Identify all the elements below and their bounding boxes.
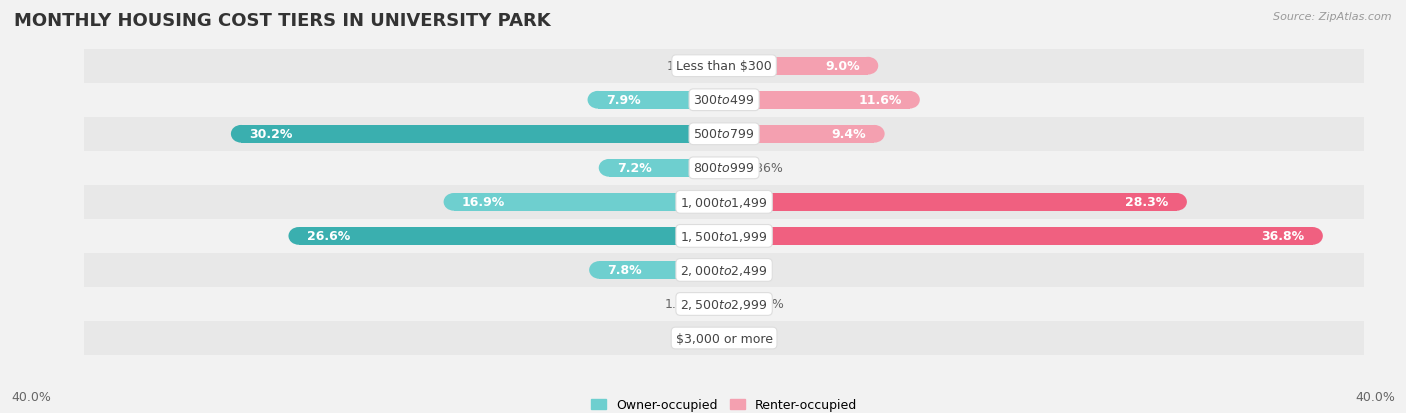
Text: $3,000 or more: $3,000 or more xyxy=(676,332,772,345)
Text: 9.4%: 9.4% xyxy=(832,128,866,141)
Ellipse shape xyxy=(1167,194,1187,211)
Text: $1,500 to $1,999: $1,500 to $1,999 xyxy=(681,229,768,243)
Ellipse shape xyxy=(714,295,734,313)
Bar xyxy=(724,58,868,75)
Ellipse shape xyxy=(865,126,884,143)
Ellipse shape xyxy=(714,92,734,109)
Ellipse shape xyxy=(730,295,749,313)
Bar xyxy=(724,295,740,313)
Bar xyxy=(599,261,724,279)
Ellipse shape xyxy=(444,194,464,211)
Bar xyxy=(598,92,724,109)
Text: MONTHLY HOUSING COST TIERS IN UNIVERSITY PARK: MONTHLY HOUSING COST TIERS IN UNIVERSITY… xyxy=(14,12,551,30)
Ellipse shape xyxy=(231,126,252,143)
Bar xyxy=(84,219,1364,253)
Ellipse shape xyxy=(728,159,748,177)
Bar xyxy=(84,50,1364,83)
Text: 0.86%: 0.86% xyxy=(742,162,783,175)
Ellipse shape xyxy=(588,92,607,109)
Ellipse shape xyxy=(714,126,734,143)
Ellipse shape xyxy=(692,295,711,313)
Ellipse shape xyxy=(714,58,734,75)
Text: $500 to $799: $500 to $799 xyxy=(693,128,755,141)
Ellipse shape xyxy=(714,194,734,211)
Ellipse shape xyxy=(693,58,713,75)
Bar xyxy=(454,194,724,211)
Bar xyxy=(724,126,875,143)
Text: 1.3%: 1.3% xyxy=(666,60,699,73)
Ellipse shape xyxy=(714,261,734,279)
Ellipse shape xyxy=(714,330,734,347)
Bar xyxy=(84,152,1364,185)
Text: 28.3%: 28.3% xyxy=(1125,196,1168,209)
Ellipse shape xyxy=(714,159,734,177)
Text: 40.0%: 40.0% xyxy=(11,390,51,403)
Bar xyxy=(724,159,738,177)
Text: $2,000 to $2,499: $2,000 to $2,499 xyxy=(681,263,768,277)
Text: 9.0%: 9.0% xyxy=(825,60,860,73)
Text: $2,500 to $2,999: $2,500 to $2,999 xyxy=(681,297,768,311)
Text: 0.0%: 0.0% xyxy=(728,332,761,345)
Text: $1,000 to $1,499: $1,000 to $1,499 xyxy=(681,195,768,209)
Ellipse shape xyxy=(599,159,619,177)
Text: 0.97%: 0.97% xyxy=(744,298,785,311)
Text: Source: ZipAtlas.com: Source: ZipAtlas.com xyxy=(1274,12,1392,22)
Text: 0.0%: 0.0% xyxy=(728,264,761,277)
Ellipse shape xyxy=(714,295,734,313)
Bar xyxy=(84,185,1364,219)
Bar xyxy=(84,321,1364,355)
Bar xyxy=(84,117,1364,152)
Ellipse shape xyxy=(714,58,734,75)
Text: 30.2%: 30.2% xyxy=(249,128,292,141)
Bar xyxy=(713,330,724,347)
Ellipse shape xyxy=(714,159,734,177)
Ellipse shape xyxy=(900,92,920,109)
Ellipse shape xyxy=(714,228,734,245)
Ellipse shape xyxy=(714,194,734,211)
Text: 7.9%: 7.9% xyxy=(606,94,640,107)
Text: 40.0%: 40.0% xyxy=(1355,390,1395,403)
Ellipse shape xyxy=(1302,228,1323,245)
Bar xyxy=(724,228,1313,245)
Text: 0.7%: 0.7% xyxy=(676,332,709,345)
Bar xyxy=(240,126,724,143)
Bar xyxy=(298,228,724,245)
Ellipse shape xyxy=(714,92,734,109)
Ellipse shape xyxy=(703,330,723,347)
Text: $800 to $999: $800 to $999 xyxy=(693,162,755,175)
Text: 7.8%: 7.8% xyxy=(607,264,643,277)
Text: 11.6%: 11.6% xyxy=(858,94,901,107)
Bar xyxy=(84,253,1364,287)
Ellipse shape xyxy=(589,261,610,279)
Bar xyxy=(84,287,1364,321)
Legend: Owner-occupied, Renter-occupied: Owner-occupied, Renter-occupied xyxy=(586,393,862,413)
Text: 7.2%: 7.2% xyxy=(617,162,652,175)
Ellipse shape xyxy=(288,228,309,245)
Bar xyxy=(724,194,1177,211)
Bar xyxy=(703,58,724,75)
Text: 36.8%: 36.8% xyxy=(1261,230,1305,243)
Ellipse shape xyxy=(714,126,734,143)
Bar xyxy=(702,295,724,313)
Text: $300 to $499: $300 to $499 xyxy=(693,94,755,107)
Text: Less than $300: Less than $300 xyxy=(676,60,772,73)
Bar xyxy=(609,159,724,177)
Bar xyxy=(84,83,1364,117)
Text: 1.4%: 1.4% xyxy=(665,298,697,311)
Ellipse shape xyxy=(714,228,734,245)
Ellipse shape xyxy=(858,58,879,75)
Text: 16.9%: 16.9% xyxy=(461,196,505,209)
Text: 26.6%: 26.6% xyxy=(307,230,350,243)
Bar xyxy=(724,92,910,109)
